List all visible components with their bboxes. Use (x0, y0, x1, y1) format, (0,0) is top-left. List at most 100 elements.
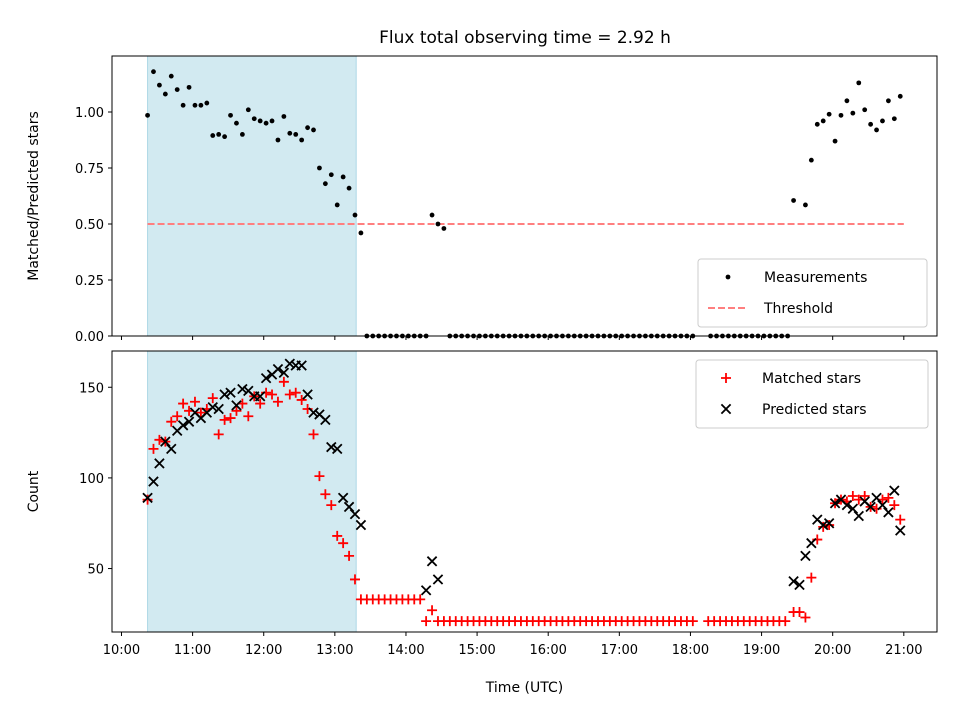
data-point (355, 519, 367, 531)
data-point (239, 132, 245, 137)
y-tick-label: 0.50 (75, 218, 104, 233)
data-point (272, 396, 283, 407)
data-point (322, 181, 328, 187)
legend-marker-predicted (720, 403, 732, 415)
data-point (841, 499, 853, 511)
data-point (281, 114, 287, 119)
data-point (228, 112, 233, 118)
data-point (160, 436, 171, 447)
data-point (897, 93, 903, 99)
data-point (260, 372, 272, 384)
data-point (340, 174, 346, 180)
data-point (847, 503, 859, 514)
data-point (328, 172, 334, 178)
data-point (794, 607, 805, 618)
data-point (426, 556, 438, 567)
data-point (346, 185, 352, 191)
data-point (859, 491, 870, 502)
data-point (263, 120, 269, 126)
data-point (420, 585, 432, 596)
data-point (865, 501, 876, 513)
data-point (204, 100, 210, 106)
data-point (183, 416, 195, 427)
data-point (880, 118, 885, 124)
data-point (255, 398, 266, 409)
data-point (308, 429, 319, 440)
data-point (302, 389, 313, 400)
data-point (177, 420, 189, 431)
data-point (895, 525, 906, 536)
data-point (421, 616, 432, 627)
data-point (780, 616, 791, 627)
data-point (820, 118, 826, 124)
data-point (862, 107, 868, 113)
data-point (814, 121, 820, 127)
data-point (254, 391, 266, 402)
data-point (326, 441, 337, 453)
y-tick-label: 1.00 (75, 106, 104, 121)
data-point (889, 485, 900, 496)
data-point (874, 127, 879, 133)
x-tick-label: 19:00 (743, 643, 780, 658)
x-tick-label: 10:00 (103, 643, 140, 658)
data-point (832, 138, 838, 144)
data-point (213, 403, 224, 415)
data-point (895, 514, 906, 525)
data-point (344, 550, 355, 561)
data-point (195, 407, 206, 418)
data-point (853, 510, 865, 522)
shaded-region (147, 55, 357, 337)
data-point (429, 212, 435, 218)
data-point (331, 443, 343, 455)
data-point (314, 471, 325, 482)
data-point (349, 508, 361, 520)
x-tick-label: 14:00 (387, 643, 424, 658)
y-tick-label: 150 (79, 381, 104, 396)
data-point (151, 69, 156, 75)
data-point (186, 84, 192, 90)
data-point (868, 121, 874, 127)
x-tick-label: 13:00 (316, 643, 353, 658)
data-point (231, 405, 242, 416)
data-point (157, 82, 162, 88)
top-panel: 0.00 0.25 0.50 0.75 1.00 Matched/Predicted st… (26, 55, 938, 345)
data-point (287, 130, 293, 136)
data-point (427, 605, 438, 616)
data-point (847, 491, 858, 502)
data-point (225, 413, 236, 424)
data-point (320, 414, 331, 426)
x-axis-label: Time (UTC) (485, 680, 563, 696)
data-point (278, 376, 289, 387)
data-point (844, 98, 850, 104)
data-point (317, 165, 322, 171)
data-point (216, 132, 222, 137)
data-point (168, 73, 174, 79)
data-point (794, 579, 805, 591)
data-point (166, 443, 177, 455)
data-point (826, 111, 832, 117)
data-point (278, 367, 290, 378)
data-point (358, 230, 364, 236)
data-point (788, 576, 799, 587)
data-point (856, 80, 862, 86)
data-point (883, 492, 894, 503)
legend-label: Matched stars (762, 371, 861, 387)
legend-marker-matched (721, 373, 731, 383)
data-point (817, 519, 829, 531)
data-point (275, 137, 281, 143)
data-point (850, 110, 856, 116)
data-point (886, 98, 891, 104)
y-tick-label: 0.75 (75, 162, 104, 177)
x-tick-label: 20:00 (814, 643, 851, 658)
data-point (352, 212, 358, 218)
data-point (210, 133, 216, 138)
data-point (415, 594, 426, 605)
legend-marker-measurements (725, 274, 731, 280)
x-tick-label: 18:00 (672, 643, 709, 658)
axes-frame (111, 350, 938, 633)
y-tick-label: 0.00 (75, 330, 104, 345)
data-point (337, 492, 349, 504)
series-predicted-stars (142, 358, 906, 596)
data-point (207, 393, 218, 404)
